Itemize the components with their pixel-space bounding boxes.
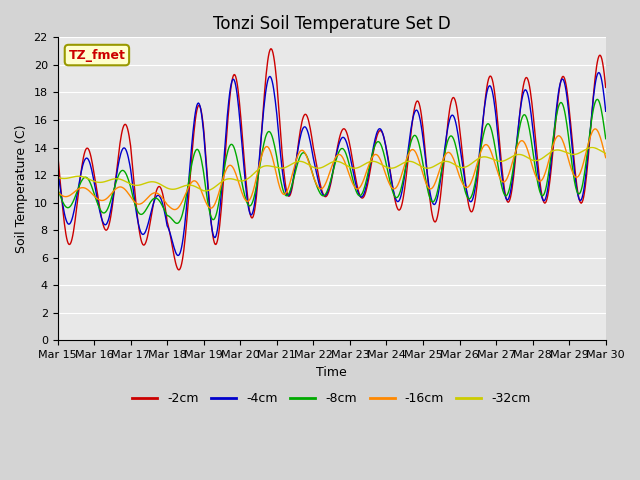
-16cm [324,175,332,181]
-4cm [54,167,61,173]
-8cm [377,142,385,148]
-4cm [174,252,182,258]
Line: -32cm: -32cm [58,147,605,191]
-32cm [324,161,332,167]
-32cm [54,174,61,180]
-2cm [324,189,332,195]
-4cm [602,108,609,114]
-16cm [591,126,599,132]
Text: TZ_fmet: TZ_fmet [68,48,125,61]
-4cm [377,127,385,132]
-32cm [198,187,205,192]
-2cm [175,267,182,273]
-4cm [324,189,332,194]
-32cm [174,185,182,191]
-4cm [175,252,182,258]
-8cm [602,136,609,142]
-8cm [324,187,332,192]
-2cm [553,106,561,112]
-16cm [602,155,609,160]
-8cm [175,220,182,226]
-4cm [552,108,560,114]
-8cm [173,220,181,226]
-2cm [174,266,182,272]
-2cm [378,129,386,135]
-32cm [602,151,609,156]
-4cm [198,116,206,122]
-32cm [431,163,439,168]
Line: -8cm: -8cm [58,99,605,223]
Legend: -2cm, -4cm, -8cm, -16cm, -32cm: -2cm, -4cm, -8cm, -16cm, -32cm [127,387,536,410]
-16cm [171,207,179,213]
Line: -16cm: -16cm [58,129,605,210]
-4cm [595,70,603,75]
Y-axis label: Soil Temperature (C): Soil Temperature (C) [15,125,28,253]
-16cm [198,190,206,196]
-8cm [593,96,601,102]
-16cm [431,180,439,186]
-8cm [552,114,560,120]
X-axis label: Time: Time [316,366,347,379]
-2cm [267,46,275,52]
-32cm [377,161,385,167]
-2cm [432,218,440,224]
Line: -4cm: -4cm [58,72,605,255]
-2cm [54,149,61,155]
Title: Tonzi Soil Temperature Set D: Tonzi Soil Temperature Set D [212,15,451,33]
-8cm [198,161,206,167]
-16cm [175,204,182,210]
-2cm [198,114,206,120]
-16cm [552,135,560,141]
-32cm [588,144,596,150]
Line: -2cm: -2cm [58,49,605,270]
-32cm [552,147,560,153]
-32cm [202,188,209,194]
-4cm [431,201,439,207]
-8cm [431,196,439,202]
-2cm [602,84,609,90]
-16cm [54,189,61,195]
-8cm [54,186,61,192]
-16cm [377,158,385,164]
